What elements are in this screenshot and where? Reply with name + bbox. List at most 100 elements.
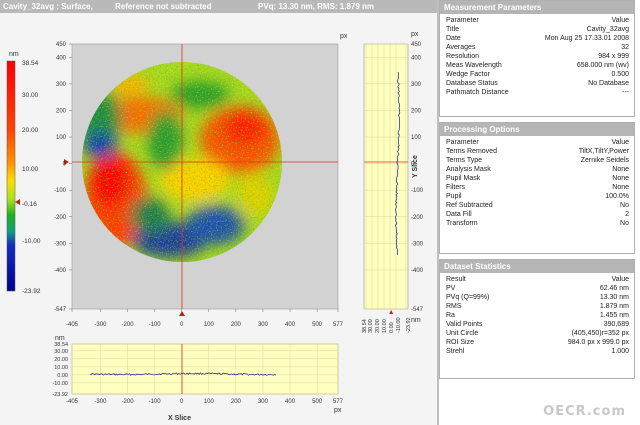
parameter-name: Pathmatch Distance <box>446 89 509 96</box>
x-slice-profile <box>89 372 277 376</box>
map-x-tick-label: -405 <box>66 322 79 328</box>
dataset-statistics-column-headers: Result Value <box>440 275 634 284</box>
parameter-row: Title Cavity_32avg <box>440 25 634 34</box>
map-x-tick-label: 0 <box>180 322 184 328</box>
column-header-parameter: Parameter <box>446 17 479 24</box>
parameter-value: No Database <box>588 80 629 87</box>
parameter-row: Pupil Mask None <box>440 174 634 183</box>
measurement-parameters-panel: Measurement Parameters Parameter Value T… <box>439 0 635 117</box>
parameter-value: No <box>620 202 629 209</box>
parameter-name: RMS <box>446 303 462 310</box>
y-slice-value-tick-label: 10.00 <box>382 319 388 333</box>
y-slice-tick-label: -300 <box>411 241 424 247</box>
parameter-name: Unit Circle <box>446 330 479 337</box>
map-y-tick-label: -100 <box>54 188 67 194</box>
surface-title-bar: Cavity_32avg : Surface, Reference not su… <box>0 0 437 13</box>
parameter-name: Database Status <box>446 80 498 87</box>
color-scale-marker-icon[interactable] <box>15 199 20 205</box>
parameter-value: 658.000 nm (wv) <box>576 62 629 69</box>
parameter-row: PV 62.46 nm <box>440 284 634 293</box>
y-slice-value-unit: nm <box>411 317 421 324</box>
color-scale-label: 20.00 <box>22 127 39 134</box>
parameter-name: Data Fill <box>446 211 472 218</box>
y-slice-tick-label: -547 <box>411 307 424 313</box>
parameter-name: Date <box>446 35 461 42</box>
map-x-ticks: -405 -300 -200 -100 0 100 200 300 400 500 577 <box>66 309 344 328</box>
y-slice-value-tick-label: 38.54 <box>362 319 368 333</box>
map-y-tick-label: -400 <box>54 268 67 274</box>
column-header-result: Result <box>446 276 466 283</box>
map-x-tick-label: 100 <box>204 322 215 328</box>
parameter-row: Ra 1.455 nm <box>440 311 634 320</box>
x-slice-title: X Slice <box>168 415 191 422</box>
map-x-tick-label: 200 <box>231 322 242 328</box>
parameter-name: Analysis Mask <box>446 166 491 173</box>
parameter-name: Averages <box>446 44 476 51</box>
parameter-row: Pupil 100.0% <box>440 192 634 201</box>
x-slice-tick-label: -200 <box>122 399 135 405</box>
x-slice-plot <box>71 343 339 395</box>
measurement-parameters-header[interactable]: Measurement Parameters <box>440 1 634 14</box>
map-y-tick-label: -200 <box>54 215 67 221</box>
x-slice-value-tick-label: 10.00 <box>54 365 68 371</box>
measurement-parameters-column-headers: Parameter Value <box>440 16 634 25</box>
y-slice-value-tick-label: 20.00 <box>375 319 381 333</box>
color-scale-label: 30.00 <box>22 92 39 99</box>
parameter-value: 390,689 <box>603 321 629 328</box>
dataset-statistics-panel: Dataset Statistics Result Value PV 62.46 … <box>439 259 635 379</box>
parameter-name: Transform <box>446 220 478 227</box>
column-header-value: Value <box>611 17 629 24</box>
y-slice-unit: px <box>411 31 419 38</box>
y-slice-tick-label: 400 <box>411 55 422 61</box>
x-slice-panel[interactable]: nm 38.5430.0020.0010.000.00-10.00-23.92 … <box>52 335 343 422</box>
parameter-value: 984 x 999 <box>598 53 629 60</box>
map-y-tick-label: 0 <box>63 162 67 168</box>
map-y-tick-label: 450 <box>56 42 67 48</box>
parameter-value: Zernike Seidels <box>580 157 629 164</box>
parameter-name: Terms Removed <box>446 148 497 155</box>
parameter-name: Meas Wavelength <box>446 62 502 69</box>
parameter-row: Data Fill 2 <box>440 210 634 219</box>
x-slice-unit: px <box>334 407 342 414</box>
y-slice-profile <box>394 71 401 256</box>
pane-divider[interactable] <box>437 0 439 425</box>
map-x-tick-label: -200 <box>122 322 135 328</box>
parameter-row: Filters None <box>440 183 634 192</box>
parameter-value: Mon Aug 25 17.33.01 2008 <box>544 35 629 42</box>
parameter-value: 1.879 nm <box>599 303 629 310</box>
parameter-value: None <box>612 175 629 182</box>
map-y-tick-label: 400 <box>56 55 67 61</box>
parameter-row: Terms Removed TiltX,TiltY,Power <box>440 147 634 156</box>
info-pane: Measurement Parameters Parameter Value T… <box>439 0 640 425</box>
y-slice-tick-label: 300 <box>411 82 422 88</box>
surface-map[interactable]: px -405 -300 -200 -100 0 100 200 300 400 500 577 4… <box>54 33 348 328</box>
dataset-statistics-header[interactable]: Dataset Statistics <box>440 260 634 273</box>
y-slice-tick-label: 100 <box>411 135 422 141</box>
parameter-row: PVq (Q=99%) 13.30 nm <box>440 293 634 302</box>
surface-metrics: PVq: 13.30 nm, RMS: 1.879 nm <box>258 2 375 11</box>
parameter-name: Resolution <box>446 53 480 60</box>
y-slice-panel[interactable]: px 4504003002001000-100-200-300-400-547 … <box>362 31 424 333</box>
map-x-tick-label: 300 <box>258 322 269 328</box>
y-slice-tick-label: 200 <box>411 108 422 114</box>
parameter-value: 62.46 nm <box>599 285 629 292</box>
color-scale-label: -0.16 <box>22 201 37 208</box>
parameter-name: Title <box>446 26 459 33</box>
parameter-row: RMS 1.879 nm <box>440 302 634 311</box>
y-slice-plot <box>363 43 409 310</box>
color-scale-label: 38.54 <box>22 60 39 67</box>
y-slice-value-tick-label: -10.00 <box>396 317 402 333</box>
column-marker-icon[interactable] <box>179 311 185 316</box>
parameter-name: Ref Subtracted <box>446 202 493 209</box>
y-slice-value-tick-label: 0.00 <box>389 322 395 333</box>
parameter-name: Valid Points <box>446 321 483 328</box>
x-slice-tick-label: 0 <box>180 399 184 405</box>
color-scale-label: -10.00 <box>22 238 41 245</box>
processing-options-header[interactable]: Processing Options <box>440 123 634 136</box>
parameter-row: Terms Type Zernike Seidels <box>440 156 634 165</box>
x-slice-value-tick-label: -10.00 <box>52 381 68 387</box>
color-scale: nm 38.54 30.00 20.00 10.00 -0.16 -10.00 -23.92 <box>6 51 41 295</box>
row-marker-icon[interactable] <box>64 159 69 165</box>
x-slice-value-tick-label: 30.00 <box>54 349 68 355</box>
